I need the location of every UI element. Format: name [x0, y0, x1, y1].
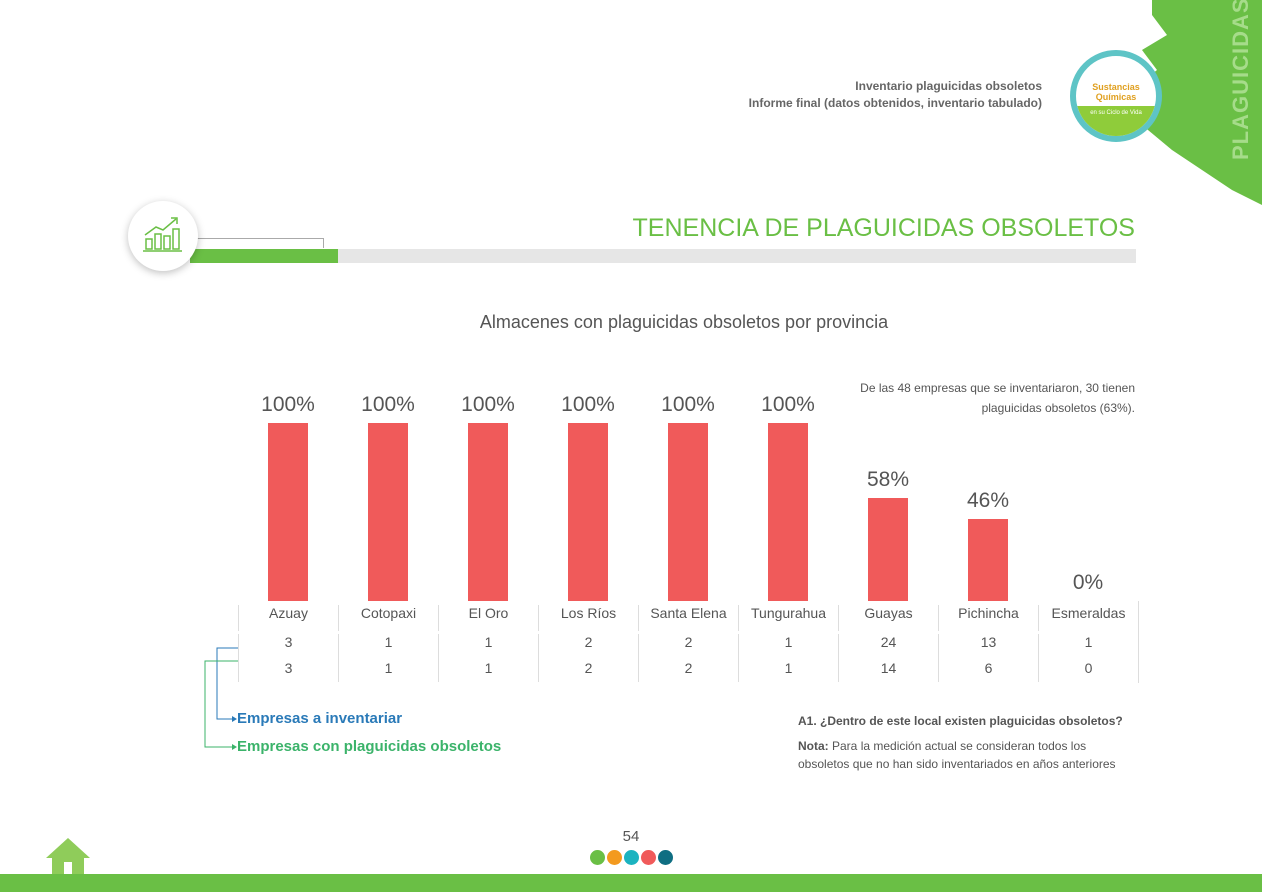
section-tab-label: PLAGUICIDAS [1228, 0, 1253, 160]
category-label: Pichincha [938, 605, 1038, 631]
table-right-border [1138, 601, 1139, 683]
table-cell: 24 [838, 634, 938, 660]
bar-value-label: 100% [561, 393, 615, 416]
note: Nota: Para la medición actual se conside… [798, 739, 1116, 771]
table-cell: 2 [538, 660, 638, 682]
color-dot [607, 850, 622, 865]
table-cell: 1 [438, 660, 538, 682]
green-brush-splash [1132, 0, 1262, 205]
document-header: Inventario plaguicidas obsoletos Informe … [748, 79, 1042, 110]
table-cell: 0 [1038, 660, 1138, 682]
table-cell: 2 [538, 634, 638, 660]
category-label: Esmeraldas [1038, 605, 1138, 631]
survey-question: A1. ¿Dentro de este local existen plagui… [798, 714, 1123, 728]
table-cell: 2 [638, 634, 738, 660]
category-label: Guayas [838, 605, 938, 631]
category-label: Cotopaxi [338, 605, 438, 631]
color-dot [590, 850, 605, 865]
table-cell: 3 [238, 634, 338, 660]
legend-empresas-a-inventariar: Empresas a inventariar [237, 710, 403, 727]
bar [368, 423, 408, 601]
category-label: Los Ríos [538, 605, 638, 631]
category-label: Azuay [238, 605, 338, 631]
color-dot [641, 850, 656, 865]
category-label: El Oro [438, 605, 538, 631]
table-cell: 1 [338, 634, 438, 660]
title-bar-track [190, 249, 1136, 263]
table-cell: 1 [1038, 634, 1138, 660]
bar-value-label: 46% [966, 489, 1010, 513]
category-label: Tungurahua [738, 605, 838, 631]
bar-value-label: 100% [361, 393, 415, 416]
chart-annotation: De las 48 empresas que se inventariaron,… [860, 381, 1135, 415]
color-dot [624, 850, 639, 865]
table-cell: 2 [638, 660, 738, 682]
table-cell: 3 [238, 660, 338, 682]
table-cell: 14 [838, 660, 938, 682]
bar [568, 423, 608, 601]
bar-value-label: 100% [661, 393, 715, 416]
bar-value-label: 100% [761, 393, 815, 416]
table-cell: 6 [938, 660, 1038, 682]
bar [468, 423, 508, 601]
bar-value-label: 58% [866, 467, 910, 491]
program-logo: Sustancias Químicas en su Ciclo de Vida [1070, 50, 1162, 142]
category-label: Santa Elena [638, 605, 738, 631]
bar [868, 497, 908, 601]
bar [268, 423, 308, 601]
table-cell: 1 [738, 660, 838, 682]
legend-empresas-con-obsoletos: Empresas con plaguicidas obsoletos [237, 738, 502, 755]
bar [968, 519, 1008, 601]
bar [668, 423, 708, 601]
page-number: 54 [622, 828, 640, 845]
bar-value-label: 100% [461, 393, 515, 416]
footer-bar [0, 874, 1262, 892]
table-cell: 13 [938, 634, 1038, 660]
bar [768, 423, 808, 601]
connector-line [194, 238, 324, 248]
section-title: TENENCIA DE PLAGUICIDAS OBSOLETOS [632, 214, 1135, 242]
chart-title: Almacenes con plaguicidas obsoletos por … [479, 312, 889, 332]
table-cell: 1 [438, 634, 538, 660]
bar-value-label: 100% [261, 393, 315, 416]
bar-value-label: 0% [1072, 571, 1104, 594]
table-cell: 1 [738, 634, 838, 660]
title-bar-accent [190, 249, 338, 263]
chart-growth-icon [128, 201, 198, 271]
color-dots [590, 850, 673, 865]
color-dot [658, 850, 673, 865]
legend-connectors [204, 647, 238, 750]
table-cell: 1 [338, 660, 438, 682]
home-icon[interactable] [44, 836, 92, 876]
